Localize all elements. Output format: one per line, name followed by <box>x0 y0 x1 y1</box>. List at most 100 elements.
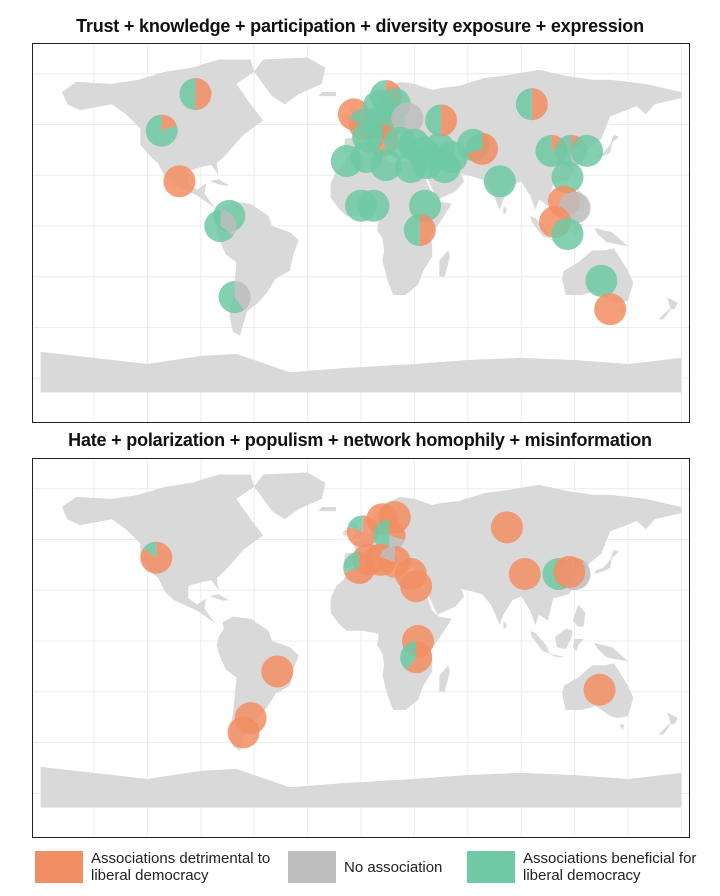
bottom-panel-title: Hate + polarization + populism + network… <box>68 430 652 450</box>
marker-slice <box>425 104 442 137</box>
legend-label-none: No association <box>344 858 443 876</box>
marker-slice <box>428 151 461 184</box>
marker-slice <box>204 210 234 242</box>
landmass-arabia <box>423 574 465 615</box>
country-marker <box>428 151 461 184</box>
marker-slice <box>551 218 584 251</box>
landmass-sri-lanka <box>503 620 507 629</box>
marker-slice <box>357 189 390 222</box>
country-marker <box>571 134 604 167</box>
marker-slice <box>403 214 420 247</box>
country-marker <box>400 641 433 674</box>
legend-label-detrimental: Associations detrimental to liberal demo… <box>91 850 271 884</box>
landmass-new-zealand <box>658 712 678 735</box>
marker-slice <box>585 264 618 297</box>
marker-slice <box>220 210 237 236</box>
marker-slice <box>389 519 406 541</box>
marker-slice <box>583 673 616 706</box>
marker-slice <box>140 541 173 574</box>
marker-slice <box>515 88 532 121</box>
landmass-madagascar <box>439 665 450 692</box>
marker-slice <box>261 655 294 688</box>
marker-slice <box>347 515 363 532</box>
marker-slice <box>553 555 586 588</box>
country-marker <box>400 570 433 603</box>
land-masses <box>40 57 682 393</box>
country-marker <box>227 716 260 749</box>
landmass-java <box>547 653 566 658</box>
country-marker <box>594 293 627 326</box>
country-markers <box>145 78 627 326</box>
marker-slice <box>179 78 196 111</box>
country-marker <box>551 218 584 251</box>
landmass-eurasia <box>343 484 682 635</box>
marker-slice <box>195 78 212 111</box>
landmass-tasmania <box>619 724 625 731</box>
marker-slice <box>531 88 548 121</box>
detrimental-swatch <box>35 851 83 883</box>
country-marker <box>515 88 548 121</box>
landmass-philippines <box>572 604 586 627</box>
marker-slice <box>490 511 523 544</box>
country-marker <box>551 161 584 194</box>
landmass-new-zealand <box>658 297 678 320</box>
marker-slice <box>369 149 402 182</box>
legend-item-beneficial: Associations beneficial for liberal demo… <box>467 847 698 887</box>
landmass-madagascar <box>439 250 450 277</box>
country-marker <box>261 655 294 688</box>
marker-slice <box>349 108 365 125</box>
marker-slice <box>234 281 251 310</box>
bottom-map-canvas <box>33 459 689 837</box>
marker-slice <box>551 161 584 194</box>
landmass-sulawesi <box>572 639 584 652</box>
top-panel-title: Trust + knowledge + participation + dive… <box>76 16 644 36</box>
marker-slice <box>594 293 627 326</box>
country-marker <box>483 165 516 198</box>
beneficial-swatch <box>467 851 515 883</box>
country-marker <box>140 541 173 574</box>
landmass-cuba <box>209 594 230 601</box>
marker-slice <box>555 134 572 167</box>
landmass-new-guinea <box>594 228 628 247</box>
country-marker <box>466 132 499 165</box>
landmass-antarctica <box>40 351 682 393</box>
legend-item-detrimental: Associations detrimental to liberal demo… <box>35 847 276 887</box>
legend: Associations detrimental to liberal demo… <box>0 847 720 887</box>
country-marker <box>204 210 237 242</box>
marker-slice <box>571 134 604 167</box>
landmass-new-guinea <box>594 643 628 662</box>
country-marker <box>179 78 212 111</box>
marker-slice <box>466 132 499 165</box>
country-marker <box>369 149 402 182</box>
country-marker <box>490 511 523 544</box>
marker-slice <box>227 716 260 749</box>
marker-slice <box>406 641 433 674</box>
marker-slice <box>400 641 417 671</box>
marker-slice <box>466 132 483 154</box>
bottom-world-map <box>32 458 690 838</box>
marker-slice <box>508 558 541 591</box>
no-association-swatch <box>288 851 336 883</box>
landmass-borneo <box>555 628 573 650</box>
country-marker <box>508 558 541 591</box>
marker-slice <box>161 114 177 131</box>
marker-slice <box>218 281 245 314</box>
country-marker <box>145 114 178 147</box>
top-map-canvas <box>33 44 689 422</box>
marker-slice <box>379 545 395 562</box>
landmass-cuba <box>209 179 230 186</box>
top-world-map <box>32 43 690 423</box>
marker-slice <box>343 551 360 573</box>
legend-item-none: No association <box>288 847 442 887</box>
landmass-eurasia <box>343 69 682 220</box>
country-marker <box>583 673 616 706</box>
marker-slice <box>409 189 442 222</box>
marker-slice <box>483 165 516 198</box>
marker-slice <box>163 165 196 198</box>
landmass-sri-lanka <box>503 205 507 214</box>
country-markers <box>140 501 616 749</box>
country-marker <box>553 555 586 588</box>
landmass-africa <box>330 150 452 295</box>
landmass-iceland <box>318 507 337 512</box>
landmass-iceland <box>318 92 337 97</box>
